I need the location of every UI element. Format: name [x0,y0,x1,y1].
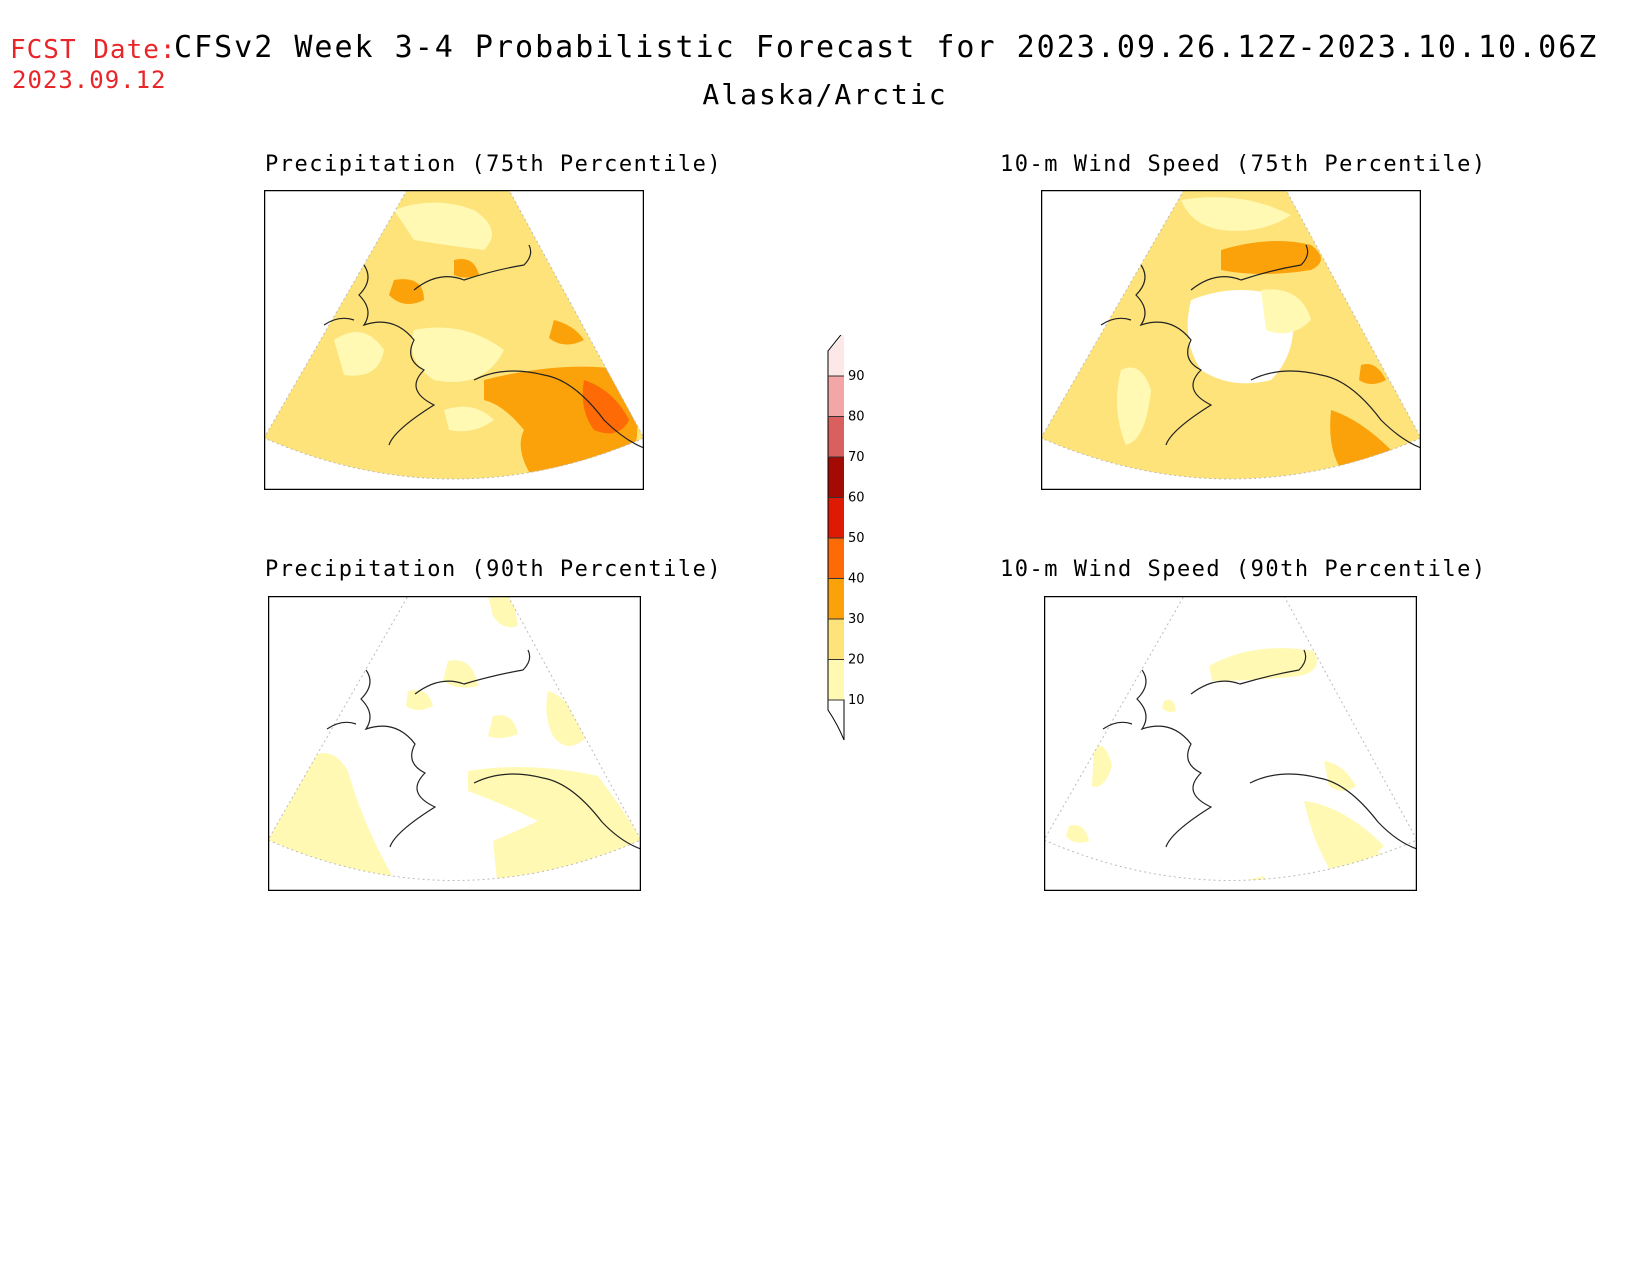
panel-frame [1041,190,1421,490]
colorbar-tick-label: 70 [848,450,865,465]
main-title: CFSv2 Week 3-4 Probabilistic Forecast fo… [174,30,1599,65]
probability-shading [1041,190,1421,479]
panel-title-wind-75: 10-m Wind Speed (75th Percentile) [1000,152,1487,177]
map-panel-wind-75 [1041,190,1421,490]
coastline [326,649,641,850]
coastline [1100,244,1421,449]
map-panel-precip-75 [264,190,644,490]
colorbar-outline [827,335,842,710]
colorbar-tick-label: 90 [848,369,865,384]
colorbar-tick-label: 50 [848,531,865,546]
panel-frame [264,190,644,490]
colorbar-tick-label: 20 [848,653,865,668]
coastline [1102,649,1417,850]
projection-outline [1044,596,1417,881]
probability-shading [268,596,641,881]
colorbar-top-cap [828,335,844,376]
colorbar-swatch [828,578,844,619]
colorbar-tick-label: 30 [848,612,865,627]
colorbar-swatch [828,416,844,457]
probability-shading [264,190,644,479]
colorbar-swatch [828,538,844,579]
colorbar: 10 20 30 40 50 60 70 80 90 [827,335,865,741]
panel-title-precip-75: Precipitation (75th Percentile) [265,152,723,177]
panel-title-precip-90: Precipitation (90th Percentile) [265,557,723,582]
colorbar-swatch [828,457,844,498]
colorbar-tick-label: 40 [848,572,865,587]
panel-frame [268,596,641,891]
forecast-date-label: FCST Date: [10,35,177,65]
colorbar-tick-label: 60 [848,491,865,506]
coastline [323,244,644,449]
colorbar-bottom-cap [827,699,845,741]
colorbar-swatch [828,659,844,700]
colorbar-tick-label: 80 [848,410,865,425]
map-panel-wind-90 [1044,596,1417,891]
region-title: Alaska/Arctic [702,78,948,111]
forecast-date-value: 2023.09.12 [12,66,167,94]
panel-frame [1044,596,1417,891]
projection-outline [264,190,644,480]
colorbar-swatches [827,335,845,741]
colorbar-swatch [828,376,844,417]
colorbar-tick-label: 10 [848,693,865,708]
panel-title-wind-90: 10-m Wind Speed (90th Percentile) [1000,557,1487,582]
colorbar-swatch [828,619,844,660]
probability-shading [1044,596,1417,881]
map-panel-precip-90 [268,596,641,891]
colorbar-ticks: 10 20 30 40 50 60 70 80 90 [828,369,865,708]
projection-outline [1041,190,1421,480]
colorbar-swatch [828,497,844,538]
projection-outline [268,596,641,881]
